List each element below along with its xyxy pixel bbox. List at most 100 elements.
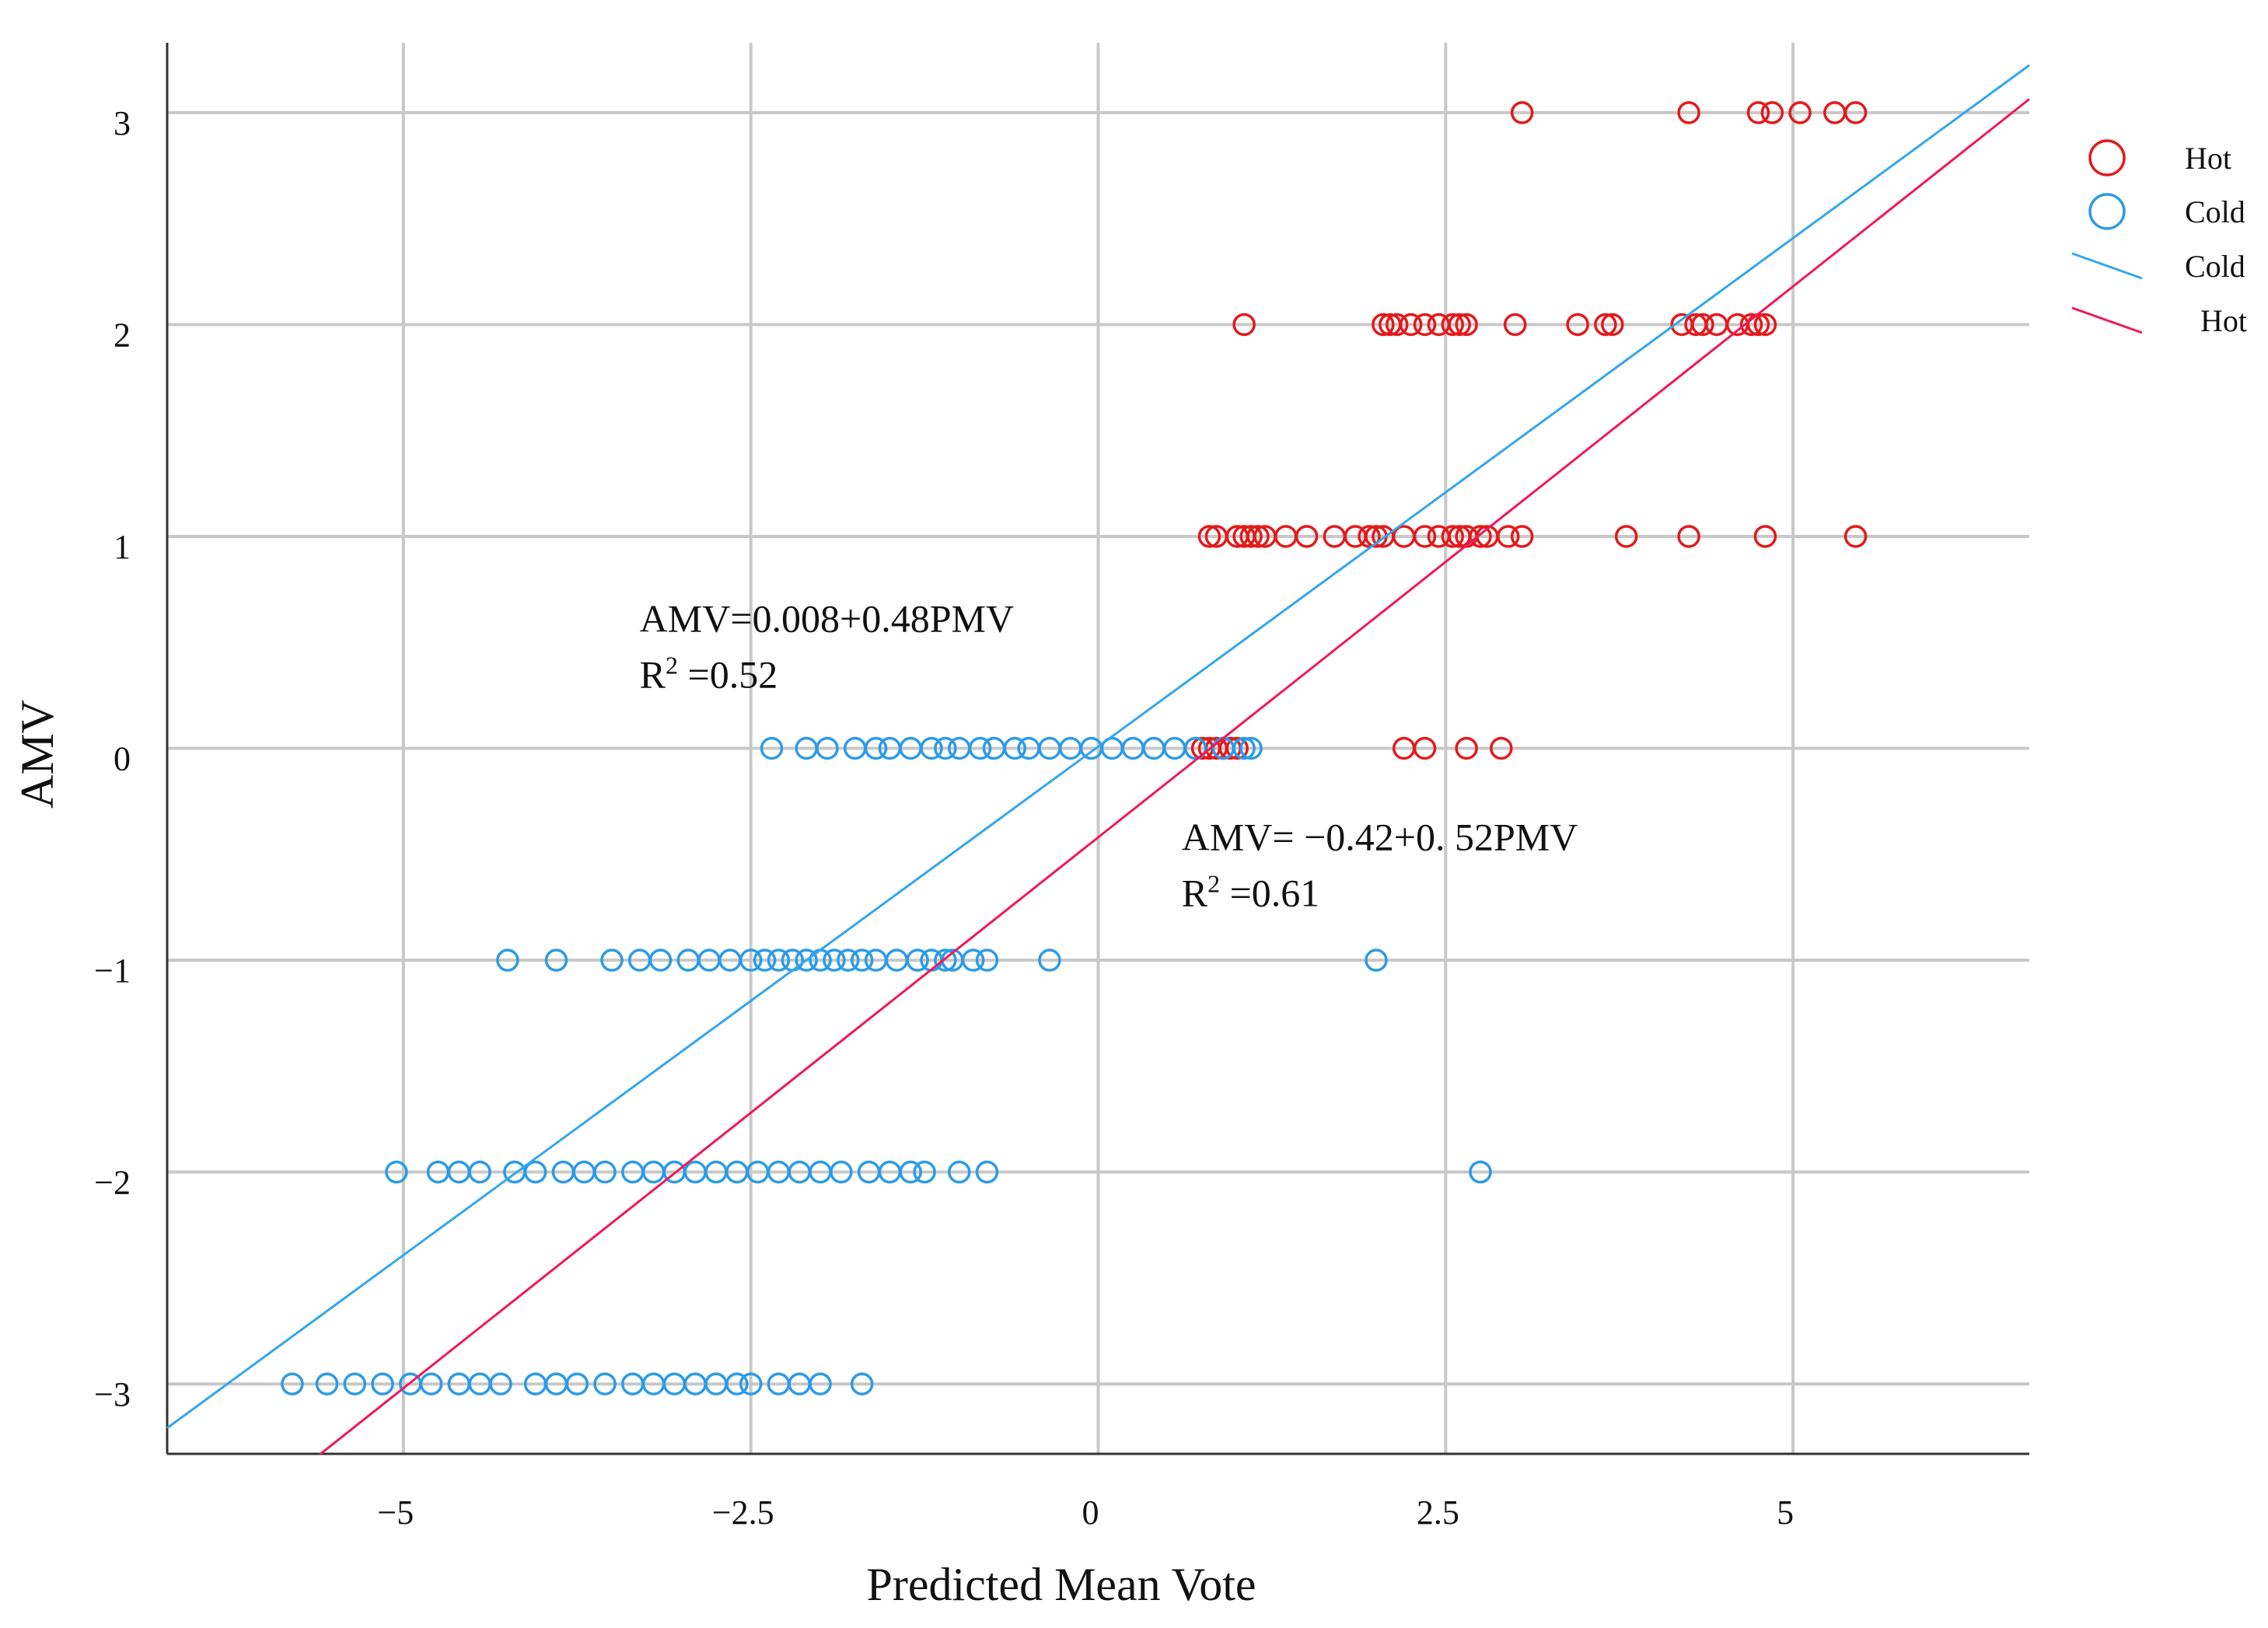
point-cold — [496, 949, 519, 972]
point-cold — [343, 1372, 367, 1396]
point-hot — [1601, 313, 1624, 337]
point-cold — [468, 1160, 491, 1184]
point-cold — [850, 949, 874, 972]
point-cold — [830, 1160, 853, 1184]
point-hot — [1386, 313, 1409, 337]
x-tick-label: 0 — [1082, 1493, 1099, 1532]
legend-line-cold — [2071, 252, 2143, 280]
point-cold — [934, 949, 957, 972]
point-cold — [823, 949, 846, 972]
y-axis-title: AMV — [12, 700, 63, 809]
point-cold — [600, 949, 624, 972]
point-hot — [1677, 101, 1700, 124]
point-cold — [419, 1372, 443, 1396]
point-cold — [523, 1160, 547, 1184]
point-hot — [1413, 736, 1437, 760]
point-hot — [1490, 736, 1513, 760]
point-cold — [975, 1160, 999, 1184]
gridlines — [167, 43, 2029, 1454]
r-squared-cold: R2 =0.52 — [640, 652, 778, 697]
regression-annotations: AMV=0.008+0.48PMV R2 =0.52 AMV= −0.42+0. 5… — [640, 597, 1578, 915]
point-cold — [767, 949, 791, 972]
legend-marker-cold — [2088, 193, 2126, 230]
equation-hot: AMV= −0.42+0. 52PMV — [1182, 815, 1578, 858]
point-hot — [1510, 525, 1534, 548]
point-cold — [593, 1372, 617, 1396]
x-tick-label: 5 — [1777, 1493, 1794, 1532]
point-cold — [837, 949, 860, 972]
point-cold — [1469, 1160, 1492, 1184]
point-hot — [1510, 101, 1534, 124]
point-cold — [753, 949, 777, 972]
point-cold — [1239, 736, 1263, 760]
point-cold — [975, 949, 999, 972]
y-axis-ticks: −3 −2 −1 0 1 2 3 — [94, 104, 131, 1413]
point-cold — [934, 736, 957, 760]
point-cold — [593, 1160, 617, 1184]
point-hot — [1413, 313, 1437, 337]
point-hot — [1448, 313, 1471, 337]
point-hot — [1843, 101, 1868, 124]
point-cold — [968, 736, 992, 760]
point-hot — [1469, 525, 1492, 548]
point-hot — [1197, 525, 1221, 548]
point-hot — [1413, 525, 1437, 548]
point-cold — [913, 1160, 936, 1184]
equation-cold: AMV=0.008+0.48PMV — [640, 597, 1014, 641]
point-hot — [1788, 101, 1812, 124]
point-hot — [1753, 525, 1777, 548]
point-hot — [1503, 313, 1527, 337]
point-cold — [648, 949, 673, 972]
point-cold — [385, 1160, 408, 1184]
point-hot — [1239, 525, 1263, 548]
point-hot — [1594, 313, 1617, 337]
point-cold — [1183, 736, 1207, 760]
point-cold — [906, 949, 929, 972]
point-hot — [1746, 101, 1770, 124]
y-tick-label: −3 — [94, 1375, 131, 1413]
y-tick-label: 2 — [114, 316, 131, 354]
fit-line-hot — [319, 98, 2030, 1455]
point-hot — [1455, 736, 1478, 760]
point-cold — [795, 949, 818, 972]
point-cold — [948, 1160, 971, 1184]
point-cold — [489, 1372, 512, 1396]
y-tick-label: −1 — [94, 952, 131, 990]
point-hot — [1225, 736, 1249, 760]
point-hot — [1455, 313, 1478, 337]
y-tick-label: 3 — [114, 104, 131, 142]
y-tick-label: −2 — [94, 1164, 131, 1202]
point-cold — [809, 1372, 832, 1396]
axes — [166, 43, 2029, 1455]
point-hot — [1677, 525, 1700, 548]
legend-label: Hot — [2200, 303, 2247, 338]
series-hot — [1183, 101, 1868, 760]
point-cold — [739, 949, 763, 972]
point-cold — [565, 1372, 589, 1396]
y-tick-label: 0 — [114, 740, 131, 778]
x-tick-label: 2.5 — [1417, 1493, 1459, 1532]
legend-label: Cold — [2185, 194, 2245, 229]
x-axis-title: Predicted Mean Vote — [866, 1559, 1256, 1610]
x-tick-label: −5 — [377, 1493, 414, 1532]
legend-marker-hot — [2088, 139, 2126, 176]
point-cold — [281, 1372, 304, 1396]
point-hot — [1566, 313, 1589, 337]
point-hot — [1358, 525, 1381, 548]
y-tick-label: 1 — [114, 528, 131, 566]
point-hot — [1691, 313, 1714, 337]
point-hot — [1372, 313, 1395, 337]
point-hot — [1843, 525, 1868, 548]
point-cold — [899, 1160, 922, 1184]
fit-line-cold — [166, 64, 2030, 1429]
point-hot — [1399, 313, 1423, 337]
legend: Hot Cold Cold Hot — [2071, 139, 2247, 338]
point-hot — [1441, 313, 1465, 337]
point-cold — [315, 1372, 339, 1396]
point-cold — [1038, 949, 1061, 972]
point-cold — [961, 949, 985, 972]
point-hot — [1295, 525, 1319, 548]
legend-label: Hot — [2185, 141, 2231, 176]
point-cold — [816, 736, 839, 760]
point-cold — [850, 1372, 874, 1396]
